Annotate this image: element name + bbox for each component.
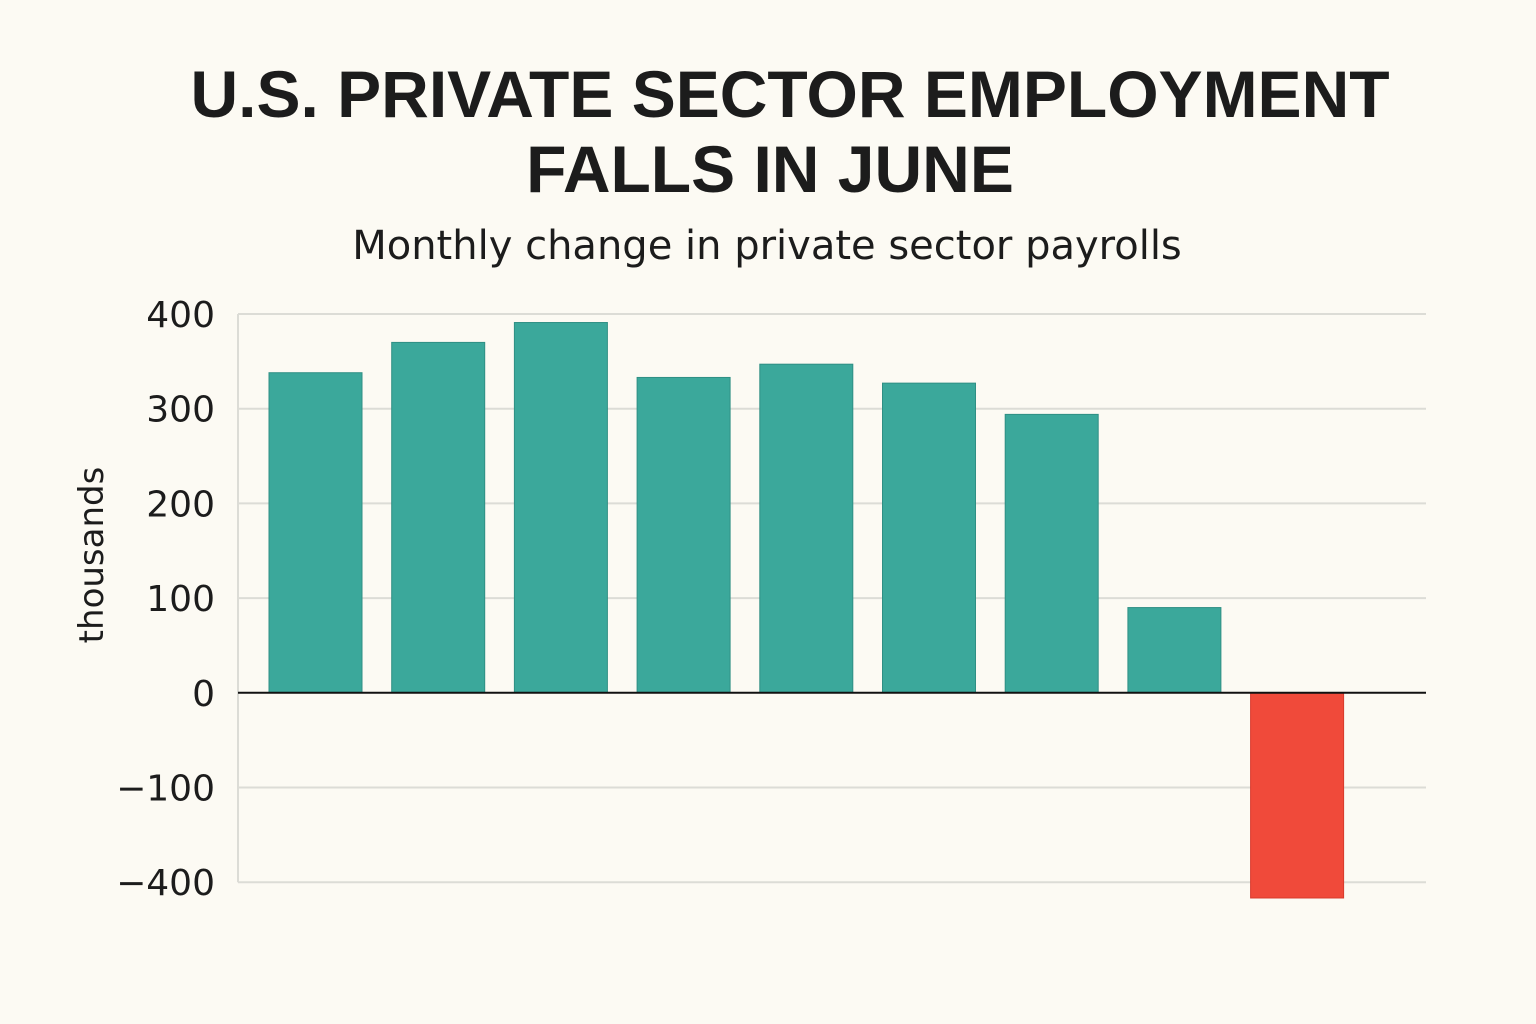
y-tick-label: −400 [116,863,215,904]
bar [268,372,363,694]
y-tick-label: 0 [192,674,215,715]
bar [1004,413,1099,694]
bar [391,341,486,694]
bar [759,363,854,694]
bar [1127,607,1222,694]
chart-title-line-1: U.S. PRIVATE SECTOR EMPLOYMENT [190,57,1389,131]
chart-subtitle: Monthly change in private sector payroll… [352,223,1182,269]
y-tick-label: −100 [116,769,215,810]
bar [513,322,608,694]
bar [636,376,731,694]
bar [1250,692,1345,899]
y-axis-label: thousands [72,467,112,644]
chart-title-line-2: FALLS IN JUNE [526,132,1014,206]
y-tick-label: 200 [146,484,215,525]
bar [882,382,976,694]
y-tick-label: 400 [146,295,215,336]
y-tick-label: 100 [146,579,215,620]
y-tick-label: 300 [146,390,215,431]
